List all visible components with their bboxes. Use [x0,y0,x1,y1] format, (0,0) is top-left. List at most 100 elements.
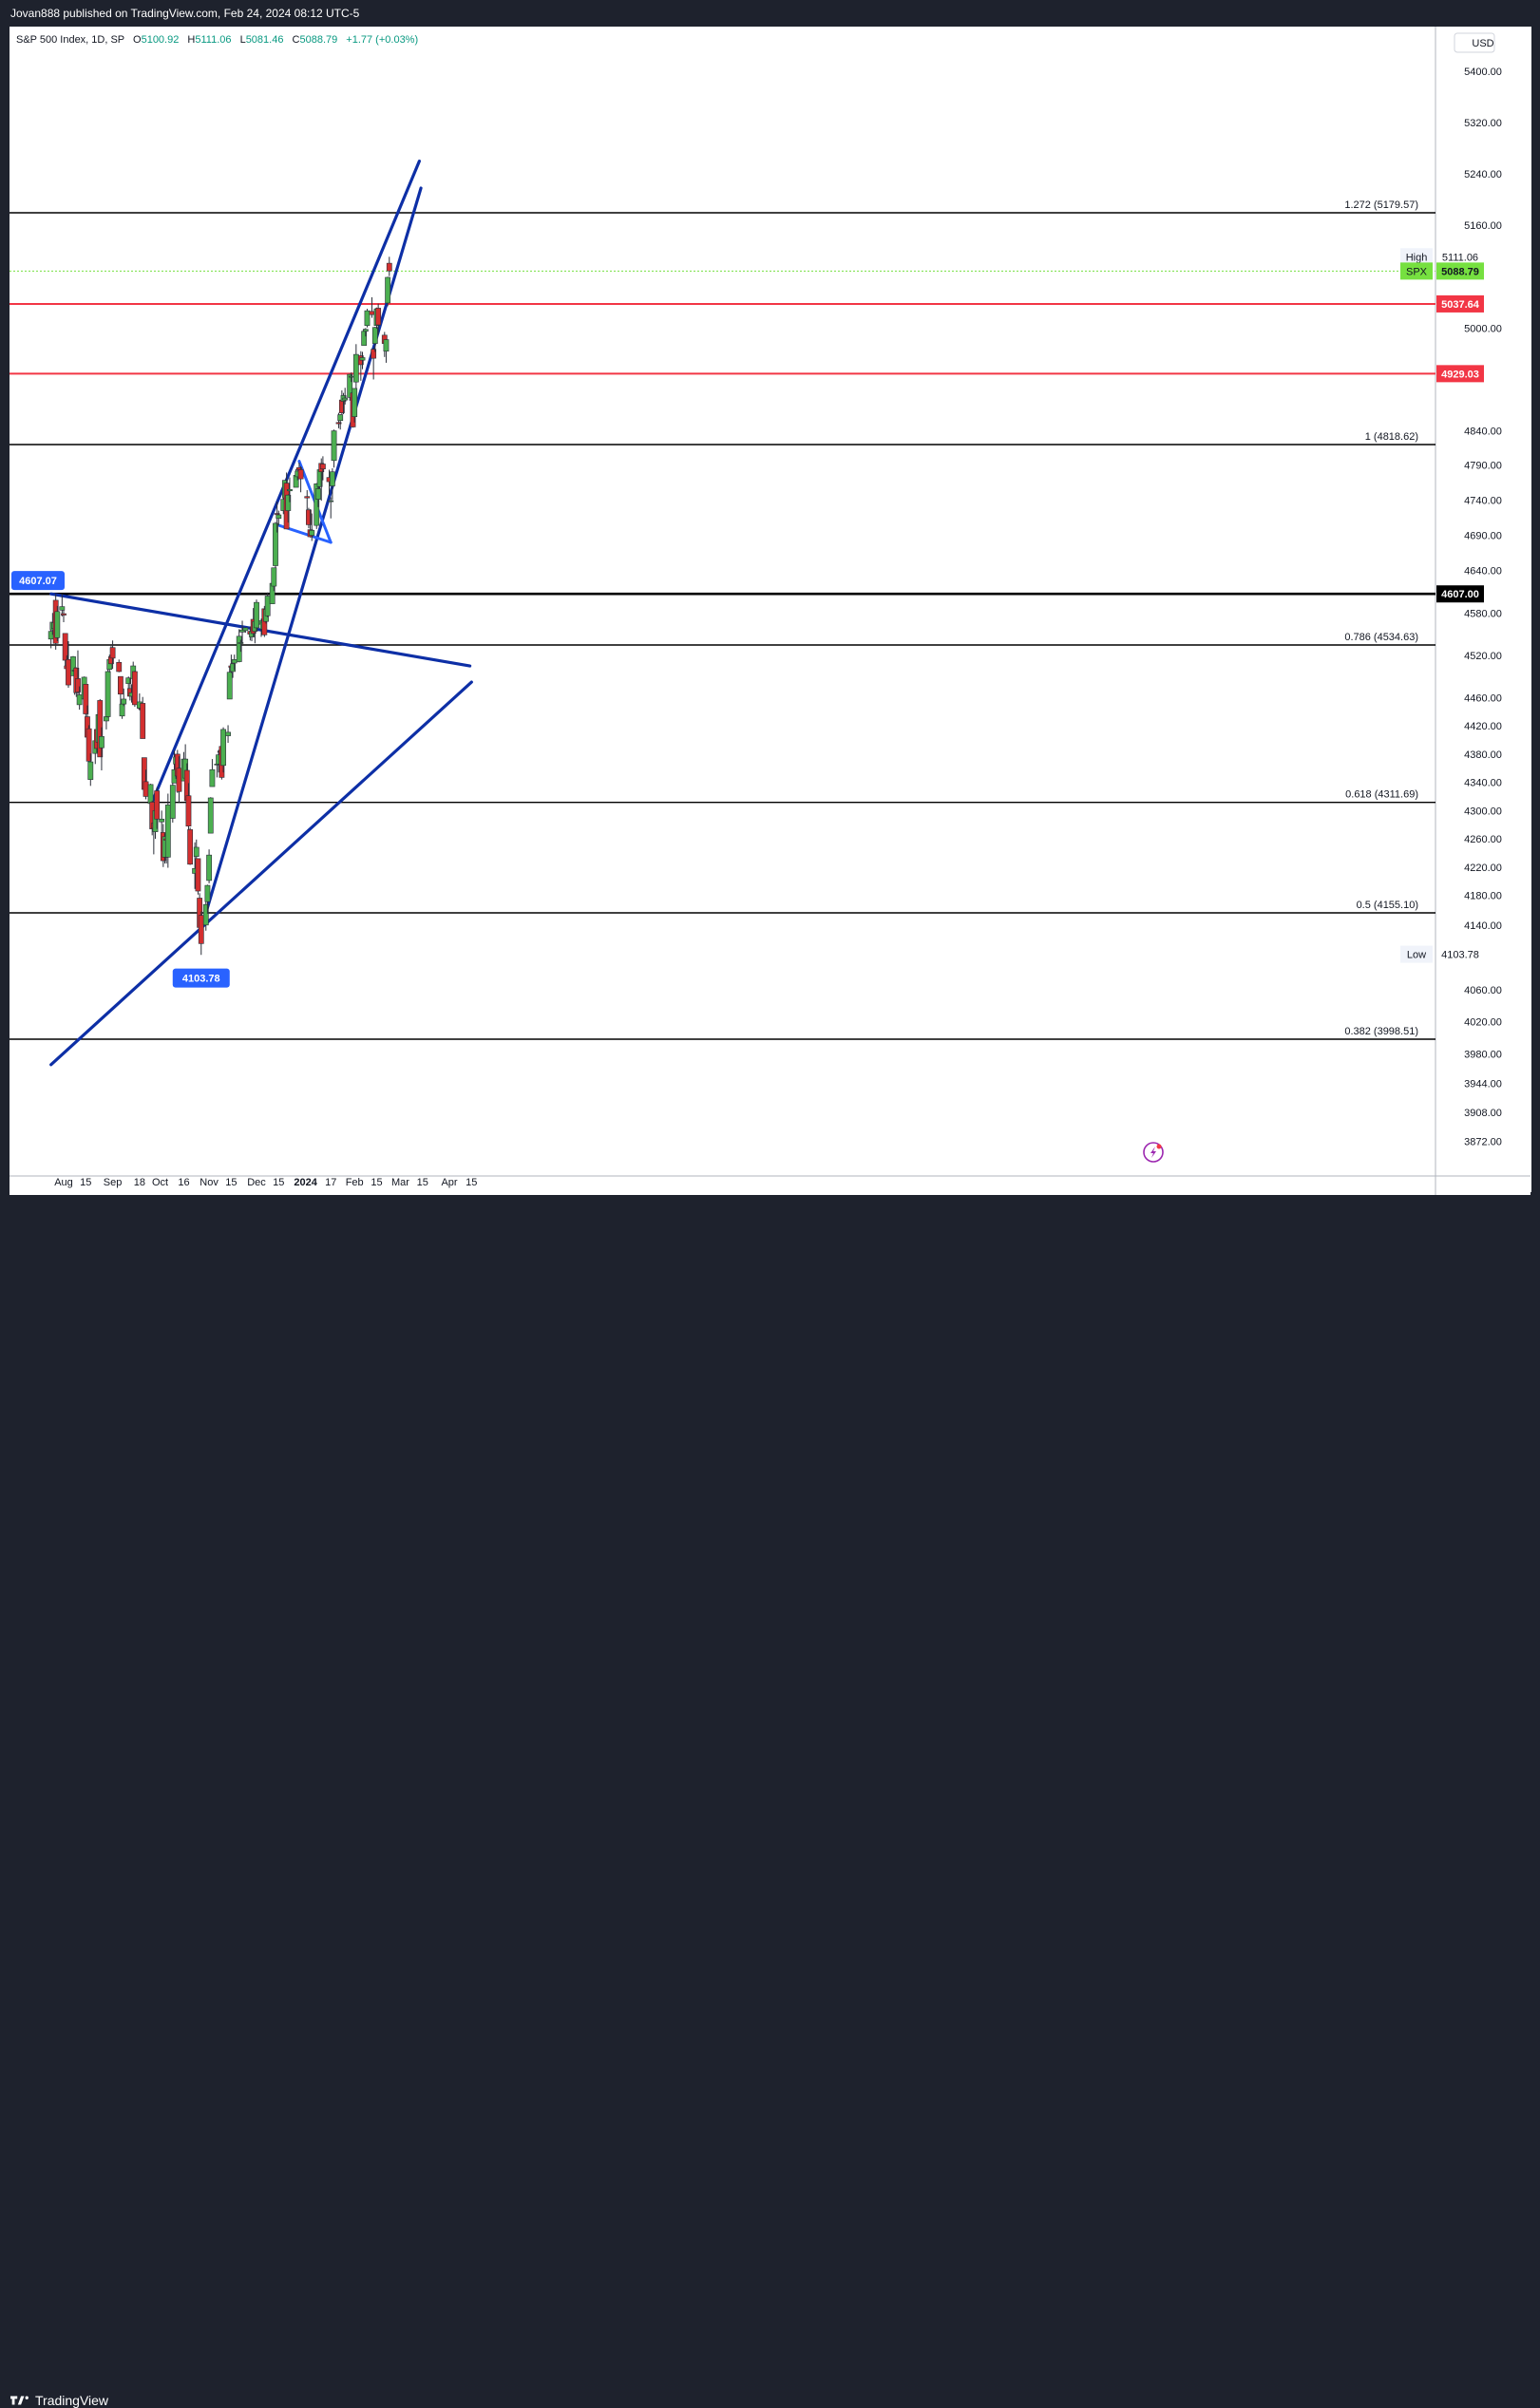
candle-2023-07-31 [59,594,66,617]
red-level-axis-badge [1436,365,1484,383]
candle-2023-09-29 [154,787,161,829]
candle-body [187,829,194,865]
time-axis: Aug 15 Sep 18 Oct 16 Nov 15 Dec 15 2024 17 Feb 15 Mar 1… [54,1177,477,1188]
last-price-axis-badge [1436,262,1484,280]
candle-body [202,903,209,926]
candle-2023-12-12 [271,567,277,592]
price-tick-label: 4790.00 [1464,460,1502,471]
candle-body [118,675,124,695]
candle-body [371,327,378,344]
candle-body [274,513,280,515]
candle-2023-11-14 [226,666,233,700]
candle-body [271,567,277,587]
time-tick-label: 15 [417,1177,428,1188]
price-tick-label: 4740.00 [1464,495,1502,506]
candle-2024-01-17 [328,497,334,519]
fib-level-label: 1.272 (5179.57) [1344,199,1418,211]
candle-body [198,915,204,944]
plot-background [10,27,1530,1195]
price-tick-label: 5160.00 [1464,220,1502,232]
price-chart[interactable]: 1.272 (5179.57) 1 (4818.62) 0.786 (4534.63… [0,0,1540,1226]
time-tick-label: Sep [104,1177,123,1188]
tradingview-brand[interactable]: TradingView [10,2393,108,2408]
candle-body [226,672,233,700]
candle-body [364,310,371,326]
candle-body [273,522,278,566]
price-tick-label: 4690.00 [1464,531,1502,542]
swing-low-label: 4103.78 [182,974,220,985]
price-axis: USD 5400.00 5320.00 5240.00 5160.00 5000.00 48… [1400,32,1502,1147]
candle-2023-11-16 [230,661,236,678]
candle-body [276,514,282,520]
price-tick-label: 3872.00 [1464,1136,1502,1147]
candle-2023-10-25 [195,858,201,895]
last-price-axis-label: 5088.79 [1441,266,1479,277]
currency-box[interactable] [1454,32,1495,53]
candle-body [383,339,390,352]
candle-2023-10-31 [204,884,211,914]
swing-badge: 4607.07 [11,571,65,591]
price-tick-label: 4140.00 [1464,920,1502,932]
candle-body [242,627,249,632]
candle-body [352,353,359,383]
candle-body [225,731,231,736]
swing-high-badge [11,571,65,591]
channel-lower-line [204,186,423,915]
candle-2023-12-21 [285,494,292,523]
candle-body [331,430,337,462]
time-tick-label: Dec [247,1177,266,1188]
candle-body [306,509,312,525]
candle-2023-08-07 [70,655,76,676]
candle-body [264,596,271,616]
candle-2023-08-25 [99,727,105,770]
legend-symbol: S&P 500 Index, 1D, SP [16,34,124,46]
fib-level-label: 1 (4818.62) [1365,431,1418,443]
high-marker-tag-label: High [1406,252,1428,263]
candles [48,256,392,956]
lightning-icon[interactable] [1143,1142,1164,1163]
candle-2023-08-17 [86,725,92,766]
time-tick-label: 16 [178,1177,189,1188]
candle-body [59,606,66,611]
candle-2024-02-06 [359,351,366,370]
candle-2023-12-29 [297,465,304,493]
candle-2023-08-02 [62,633,68,667]
candle-2023-11-10 [220,727,226,773]
candle-body [97,700,104,758]
candle-2023-08-15 [83,684,89,718]
candle-body [314,483,320,526]
fib-level-label: 0.786 (4534.63) [1344,632,1418,643]
candle-2023-09-15 [131,671,138,708]
tradingview-brand-label: TradingView [35,2393,109,2408]
candle-2023-11-22 [239,620,245,644]
red-level-axis-badge [1436,294,1484,313]
candle-body [61,613,67,616]
time-tick-label: 18 [134,1177,145,1188]
candle-2023-10-27 [198,911,204,956]
low-marker-tag-value: 4103.78 [1441,950,1479,961]
candle-2023-09-20 [140,696,146,739]
candle-2024-01-12 [319,456,326,481]
price-tick-label: 5320.00 [1464,118,1502,129]
price-tick-label: 5240.00 [1464,169,1502,180]
time-tick-label: 15 [371,1177,382,1188]
candle-body [76,694,83,706]
candle-body [143,781,149,797]
candle-body [105,671,111,717]
candle-body [385,276,391,304]
candle-2023-12-13 [273,521,278,568]
legend-open-value: 5100.92 [142,34,180,46]
resistance-descending-line [49,592,472,668]
candle-2024-02-23 [386,256,392,276]
support-level-axis-badge [1436,585,1484,603]
candle-body [285,494,292,511]
low-marker-tag [1400,945,1433,963]
price-tick-label: 3944.00 [1464,1078,1502,1090]
candle-body [54,611,61,638]
candle-2024-01-05 [309,513,315,541]
candle-body [287,488,293,492]
price-tick-label: 4380.00 [1464,749,1502,761]
price-tick-label: 5400.00 [1464,66,1502,78]
candle-2024-02-09 [364,309,371,328]
candle-2023-11-03 [209,759,216,787]
